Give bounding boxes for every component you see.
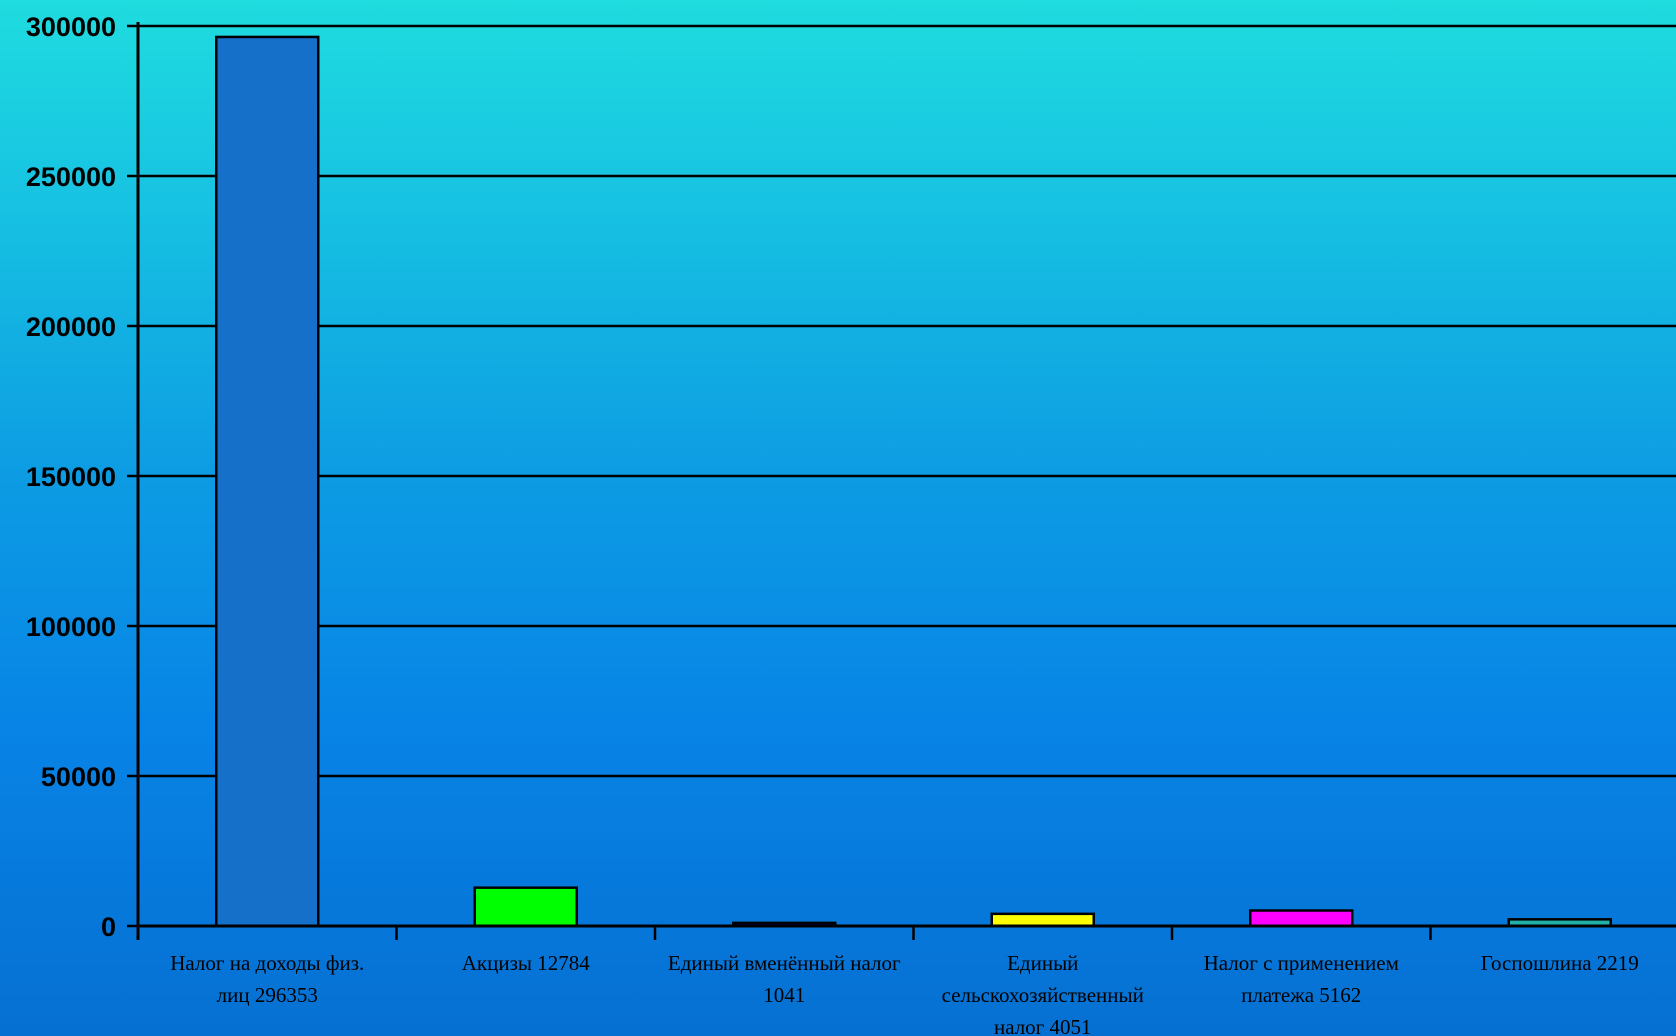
y-tick-label: 200000 bbox=[26, 312, 116, 342]
x-tick-label: Единый bbox=[1007, 951, 1078, 975]
bar bbox=[1249, 909, 1354, 928]
x-tick-label: лиц 296353 bbox=[217, 983, 318, 1007]
x-tick-label: Налог на доходы физ. bbox=[170, 951, 364, 975]
y-tick-label: 100000 bbox=[26, 612, 116, 642]
x-tick-label: платежа 5162 bbox=[1241, 983, 1361, 1007]
x-tick-label: Госпошлина 2219 bbox=[1481, 951, 1639, 975]
y-tick-label: 250000 bbox=[26, 162, 116, 192]
y-tick-label: 0 bbox=[101, 912, 116, 942]
y-tick-label: 50000 bbox=[41, 762, 116, 792]
bar bbox=[990, 912, 1095, 928]
x-tick-label: налог 4051 bbox=[994, 1015, 1092, 1036]
x-tick-label: 1041 bbox=[763, 983, 805, 1007]
bar bbox=[215, 35, 320, 928]
y-tick-label: 150000 bbox=[26, 462, 116, 492]
x-tick-label: Налог с применением bbox=[1204, 951, 1399, 975]
bar bbox=[473, 886, 578, 928]
y-tick-label: 300000 bbox=[26, 12, 116, 42]
x-tick-label: сельскохозяйственный bbox=[942, 983, 1144, 1007]
x-tick-label: Акцизы 12784 bbox=[462, 951, 590, 975]
x-tick-label: Единый вменённый налог bbox=[668, 951, 901, 975]
